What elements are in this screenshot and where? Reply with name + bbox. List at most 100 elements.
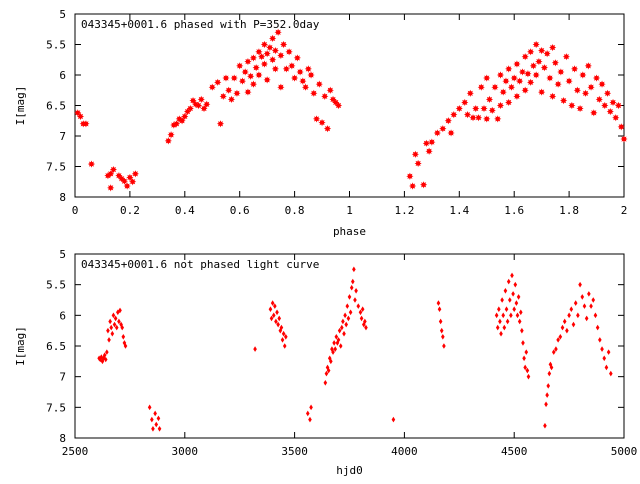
unphased-data-point [600,346,604,352]
phased-data-point [277,83,285,91]
unphased-data-point [587,291,591,297]
phased-data-point [483,115,491,123]
phased-data-point [428,138,436,146]
unphased-data-point [154,421,159,428]
phased-data-point [499,88,507,96]
phased-xtick-label: 0.2 [120,204,140,217]
phased-data-point [310,89,318,97]
unphased-data-point [580,294,585,300]
unphased-data-point [547,370,552,377]
phased-data-point [318,118,326,127]
unphased-data-point [356,303,361,309]
unphased-data-point [308,416,312,423]
phased-data-point [494,115,502,123]
phased-data-point [543,50,551,58]
unphased-ytick-label: 7 [59,371,66,384]
unphased-data-point [347,294,352,300]
unphased-data-point [280,337,285,343]
phased-data-point [447,129,455,137]
unphased-data-point [354,288,358,294]
phased-data-point [614,101,623,110]
unphased-data-point [562,318,567,325]
unphased-data-point [344,321,349,328]
unphased-data-point [271,312,276,319]
unphased-data-point [358,309,363,316]
phased-data-point [562,53,570,61]
unphased-data-point [342,330,346,337]
phased-data-point [269,56,277,64]
unphased-data-point [268,306,273,312]
phased-data-point [258,53,266,61]
unphased-data-point [282,343,287,349]
unphased-data-point [595,324,600,331]
unphased-data-point [113,315,118,322]
unphased-data-point [571,321,576,328]
unphased-data-point [361,321,366,328]
unphased-data-point [598,337,602,343]
phased-data-point [263,50,271,58]
unphased-data-point [525,367,530,374]
unphased-data-point [526,373,531,380]
unphased-plot-frame [74,253,625,439]
unphased-data-point [277,315,282,322]
phased-data-point [617,123,625,131]
unphased-data-point [363,318,367,325]
unphased-data-point [438,318,443,325]
unphased-data-point [150,416,154,423]
phased-data-point [496,101,505,110]
phased-data-point [595,95,603,103]
phased-xtick-label: 0.8 [285,204,305,217]
unphased-data-point [546,383,551,389]
phased-data-point [576,104,584,113]
phased-data-point [455,104,463,113]
phased-data-point [513,92,521,100]
unphased-data-point [157,426,162,432]
phased-data-point [225,86,233,94]
phased-x-axis-label: phase [333,225,366,238]
phased-data-point [477,83,485,91]
phased-data-point [420,181,428,189]
unphased-data-point [156,415,161,422]
unphased-data-point [274,318,278,325]
unphased-data-point [576,312,580,319]
unphased-data-point [582,303,587,309]
phased-data-point [483,74,491,82]
phased-data-point [422,139,430,147]
phased-data-point [203,100,211,108]
phased-data-point [466,89,474,97]
phased-data-point [271,47,279,55]
unphased-data-point [505,318,510,325]
unphased-data-point [333,346,338,352]
unphased-data-point [498,318,502,325]
phased-data-point [255,71,263,79]
unphased-data-point [345,303,350,309]
phased-data-point [590,109,598,117]
phased-ytick-label: 8 [59,191,66,204]
unphased-data-point [110,330,115,337]
unphased-data-point [584,315,589,322]
phased-data-point [521,86,529,94]
unphased-data-point [518,309,523,316]
unphased-xtick-label: 3500 [281,445,308,458]
phased-data-point [513,60,521,68]
phased-data-point [568,101,576,110]
phased-data-point [263,76,271,84]
phased-data-point [216,120,225,128]
unphased-ytick-label: 8 [59,432,66,445]
unphased-data-point [504,306,509,312]
phased-data-point [505,98,513,107]
unphased-data-point [337,327,342,334]
phased-data-point [409,182,417,190]
unphased-data-point [270,300,275,306]
phased-data-point [200,104,208,113]
unphased-ytick-label: 5.5 [46,279,66,292]
unphased-data-point [589,303,593,309]
unphased-data-point [147,404,152,411]
phased-data-point [82,120,90,128]
unphased-xtick-label: 4500 [501,445,528,458]
phased-data-point [208,83,216,91]
phased-data-point [524,70,532,78]
phased-ytick-label: 5.5 [46,39,66,52]
unphased-data-point [334,334,339,340]
unphased-data-point [520,327,524,334]
